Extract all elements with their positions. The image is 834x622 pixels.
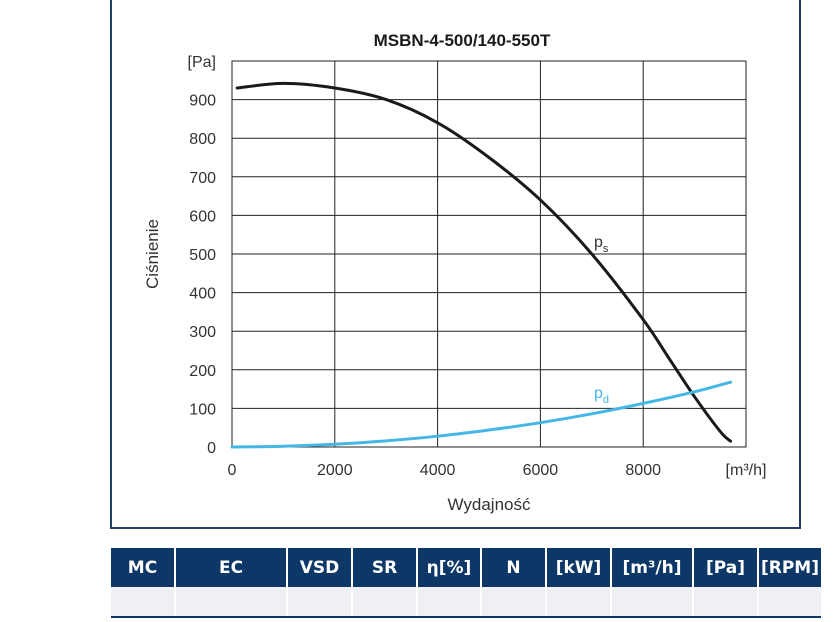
x-tick-label: 4000	[420, 462, 456, 479]
table-header-cell: MC	[111, 548, 176, 587]
y-tick-label: 600	[189, 208, 216, 225]
y-tick-label: 700	[189, 170, 216, 187]
table-cell	[352, 587, 418, 618]
chart-title: MSBN-4-500/140-550T	[374, 31, 551, 50]
y-tick-label: 100	[189, 401, 216, 418]
table-cell	[758, 587, 821, 618]
y-tick-label: 500	[189, 247, 216, 264]
series-line-pd	[230, 380, 733, 449]
y-tick-label: 0	[207, 440, 216, 457]
y-tick-label: 300	[189, 324, 216, 341]
table-cell	[481, 587, 547, 618]
x-tick-label: 8000	[625, 462, 661, 479]
pressure-chart: 0 100 200 300 400 500 600 700 800 900 0 2000 4000 600…	[143, 31, 767, 514]
y-unit-label: [Pa]	[188, 54, 216, 71]
x-unit-label: [m³/h]	[726, 462, 767, 479]
y-tick-label: 200	[189, 363, 216, 380]
y-tick-label: 800	[189, 131, 216, 148]
table-header-cell: [m³/h]	[611, 548, 694, 587]
table-header-cell: VSD	[287, 548, 353, 587]
y-tick-label: 900	[189, 93, 216, 110]
x-axis-title: Wydajność	[448, 495, 531, 514]
table-header-cell: η[%]	[417, 548, 482, 587]
series-label-pd: pd	[594, 385, 609, 406]
y-tick-label: 400	[189, 286, 216, 303]
table-cell	[287, 587, 353, 618]
chart-frame	[110, 0, 801, 529]
table-header-cell: [Pa]	[693, 548, 759, 587]
x-tick-label: 2000	[317, 462, 353, 479]
table-row	[111, 587, 821, 618]
table-header-row: MC EC VSD SR η[%] N [kW] [m³/h] [Pa] [RPM]	[111, 548, 821, 587]
x-tick-label: 0	[228, 462, 237, 479]
table-header-cell: [RPM]	[758, 548, 821, 587]
table-cell	[417, 587, 482, 618]
spec-table: MC EC VSD SR η[%] N [kW] [m³/h] [Pa] [RPM]	[111, 548, 821, 618]
table-cell	[546, 587, 612, 618]
table-cell	[693, 587, 759, 618]
y-axis-title: Ciśnienie	[143, 219, 162, 289]
table-header-cell: N	[481, 548, 547, 587]
x-tick-label: 6000	[523, 462, 559, 479]
series-line-ps	[235, 81, 733, 443]
table-header-cell: [kW]	[546, 548, 612, 587]
table-header-cell: SR	[352, 548, 418, 587]
table-cell	[611, 587, 694, 618]
table-cell	[175, 587, 288, 618]
table-header-cell: EC	[175, 548, 288, 587]
series-label-ps: ps	[594, 234, 609, 255]
table-cell	[111, 587, 176, 618]
